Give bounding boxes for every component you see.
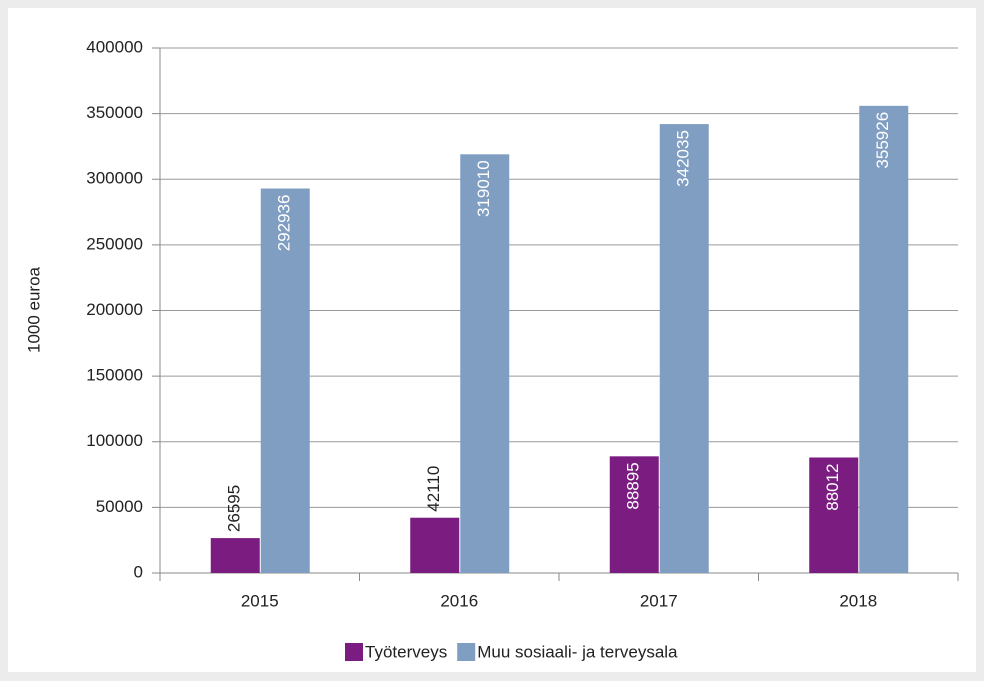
legend-swatch — [457, 643, 476, 661]
value-label: 292936 — [275, 195, 294, 252]
legend-label: Muu sosiaali- ja terveysala — [477, 642, 678, 661]
y-tick-label: 0 — [134, 562, 143, 581]
y-tick-label: 300000 — [86, 169, 143, 188]
value-label: 42110 — [424, 466, 443, 512]
y-tick-label: 250000 — [86, 234, 143, 253]
x-tick-label: 2016 — [440, 591, 478, 610]
x-tick-label: 2018 — [839, 591, 877, 610]
x-tick-label: 2015 — [241, 591, 279, 610]
bar — [809, 457, 859, 573]
y-tick-label: 100000 — [86, 431, 143, 450]
bar — [260, 188, 310, 574]
y-tick-label: 200000 — [86, 300, 143, 319]
y-tick-label: 150000 — [86, 366, 143, 385]
value-label: 26595 — [225, 485, 244, 532]
value-label: 355926 — [873, 112, 892, 169]
bar — [859, 105, 909, 574]
bar — [410, 517, 460, 573]
y-tick-label: 350000 — [86, 103, 143, 122]
value-label: 88012 — [823, 463, 842, 510]
legend-label: Työterveys — [365, 642, 447, 661]
legend-swatch — [345, 643, 363, 661]
value-label: 319010 — [474, 160, 493, 217]
bar — [659, 124, 709, 573]
bar — [210, 538, 260, 573]
bar — [609, 456, 659, 573]
y-tick-label: 400000 — [86, 37, 143, 56]
x-tick-label: 2017 — [640, 591, 678, 610]
bar — [460, 154, 510, 573]
y-tick-label: 50000 — [96, 497, 143, 516]
value-label: 342035 — [674, 130, 693, 187]
value-label: 88895 — [624, 462, 643, 509]
y-axis-label: 1000 euroa — [24, 266, 43, 353]
